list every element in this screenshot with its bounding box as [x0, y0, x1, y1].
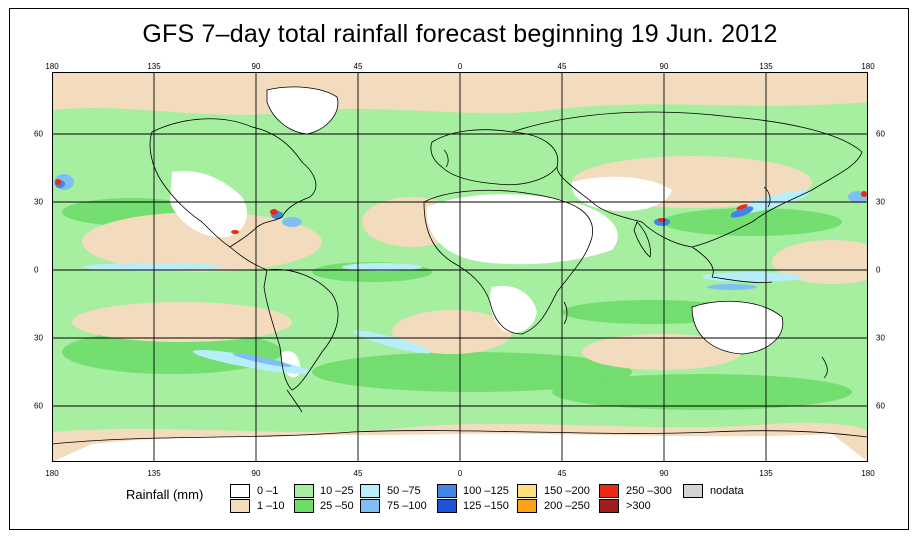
legend-title: Rainfall (mm): [126, 487, 204, 502]
legend-label: 10 –25: [320, 485, 354, 497]
legend-swatch: [599, 484, 619, 498]
map-border: [52, 72, 868, 462]
graticule: [52, 72, 868, 462]
lon-label-top: 135: [147, 62, 161, 71]
lon-label-bottom: 45: [353, 469, 363, 478]
legend-swatch: [517, 499, 537, 513]
lat-label-right: 30: [876, 333, 885, 343]
legend-swatch: [360, 499, 380, 513]
rain-250-300: [55, 179, 867, 234]
legend-label: 1 –10: [257, 500, 285, 512]
legend-label: 75 –100: [387, 500, 427, 512]
lon-label-top: 90: [251, 62, 261, 71]
lat-label-right: 60: [876, 129, 885, 139]
lon-label-bottom: 0: [457, 469, 463, 478]
legend-label: 25 –50: [320, 500, 354, 512]
legend-swatch: [683, 484, 703, 498]
lon-label-bottom: 90: [659, 469, 669, 478]
lat-label-right: 0: [876, 265, 881, 275]
lon-label-bottom: 180: [45, 469, 59, 478]
lon-label-bottom: 90: [251, 469, 261, 478]
lon-label-top: 135: [759, 62, 773, 71]
lat-label-left: 30: [34, 197, 43, 207]
map-title: GFS 7–day total rainfall forecast beginn…: [142, 20, 778, 48]
lat-label-left: 30: [34, 333, 43, 343]
legend-label: nodata: [710, 485, 744, 497]
lon-label-bottom: 135: [759, 469, 773, 478]
lat-label-right: 60: [876, 401, 885, 411]
legend-swatch: [437, 484, 457, 498]
lon-label-top: 180: [861, 62, 875, 71]
legend-swatch: [517, 484, 537, 498]
legend-swatch: [599, 499, 619, 513]
legend-swatch: [360, 484, 380, 498]
lon-label-top: 90: [659, 62, 669, 71]
legend-swatch: [437, 499, 457, 513]
legend-label: 200 –250: [544, 500, 590, 512]
lon-label-bottom: 45: [557, 469, 567, 478]
legend-label: 0 –1: [257, 485, 279, 497]
lon-label-bottom: 135: [147, 469, 161, 478]
legend-label: 50 –75: [387, 485, 421, 497]
legend-label: 125 –150: [463, 500, 509, 512]
legend-label: 250 –300: [626, 485, 672, 497]
lat-label-left: 60: [34, 401, 43, 411]
legend-label: 100 –125: [463, 485, 509, 497]
coastlines: [52, 86, 868, 445]
legend-swatch: [294, 499, 314, 513]
lat-label-left: 60: [34, 129, 43, 139]
lon-label-top: 45: [353, 62, 363, 71]
lon-label-top: 45: [557, 62, 567, 71]
legend-label: >300: [626, 500, 651, 512]
legend-swatch: [230, 484, 250, 498]
rainfall-map: [52, 72, 868, 462]
lat-label-right: 30: [876, 197, 885, 207]
legend-swatch: [230, 499, 250, 513]
lon-label-top: 0: [457, 62, 463, 71]
lon-label-bottom: 180: [861, 469, 875, 478]
legend-swatch: [294, 484, 314, 498]
lat-label-left: 0: [34, 265, 39, 275]
legend-label: 150 –200: [544, 485, 590, 497]
lon-label-top: 180: [45, 62, 59, 71]
